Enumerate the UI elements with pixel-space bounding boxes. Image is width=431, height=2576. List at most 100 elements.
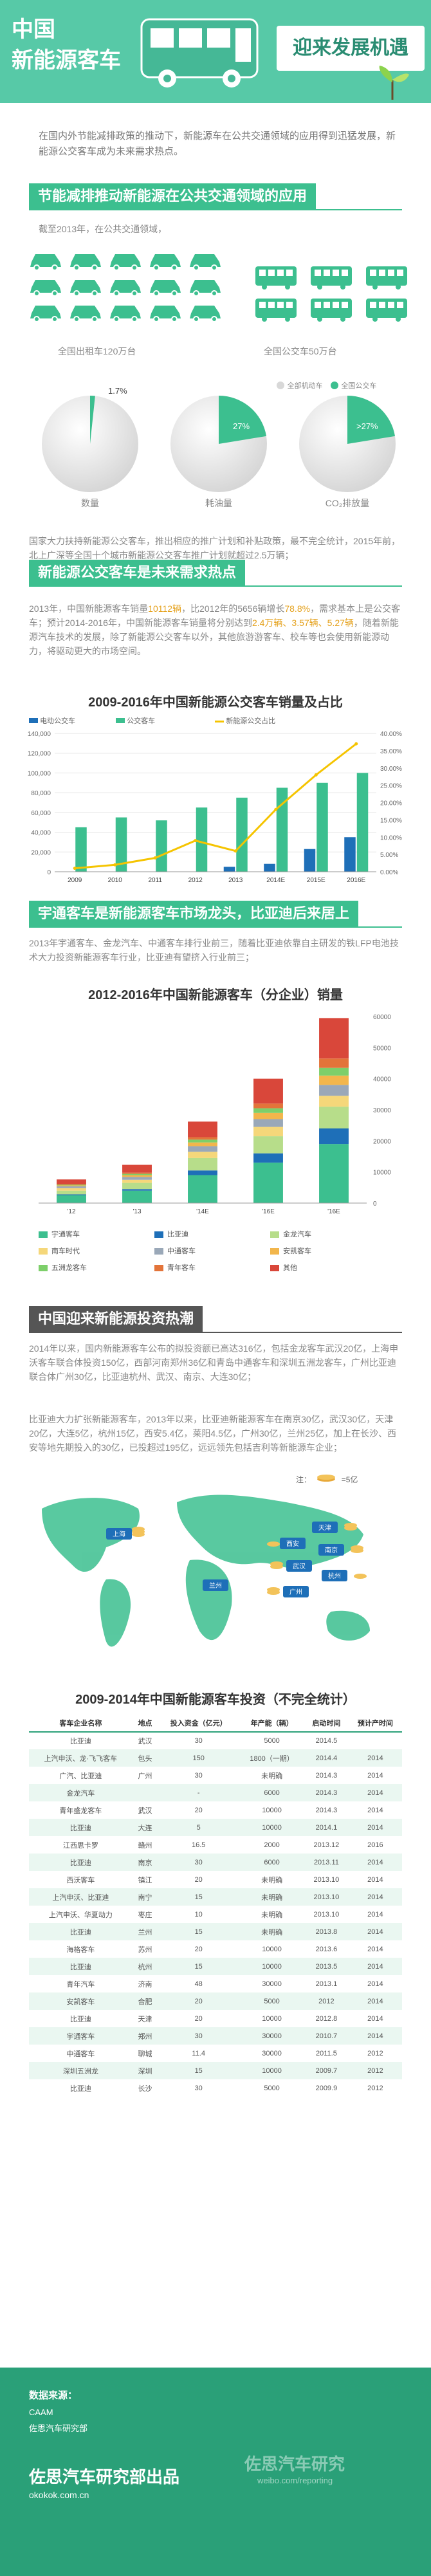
chart1-line-point — [354, 742, 358, 746]
table-cell: 西沃客车 — [66, 1876, 95, 1884]
table-cell: 2014 — [367, 2014, 383, 2023]
chart1-line-point — [274, 807, 278, 811]
table-cell: 济南 — [138, 1980, 152, 1989]
table-row: 上汽申沃、龙·飞飞客车 包头 150 1800（一期） 2014.4 2014 — [29, 1749, 402, 1767]
table-cell: 2011.5 — [316, 2049, 337, 2057]
table-cell: 10000 — [239, 2062, 305, 2079]
table-header-cell: 预计产时间 — [348, 1715, 402, 1733]
table-cell: 江西思卡罗 — [62, 1841, 98, 1850]
chart1-bar-bus — [236, 797, 248, 872]
table-cell: 上汽申沃、龙·飞飞客车 — [29, 1749, 133, 1767]
section4-para2: 比亚迪大力扩张新能源客车，2013年以来，比亚迪新能源客车在南京30亿，武汉30… — [29, 1414, 396, 1453]
table-cell: 未明确 — [239, 1888, 305, 1906]
chart1-legend-label-0: 电动公交车 — [40, 717, 76, 725]
chart2-bar-segment — [122, 1164, 152, 1173]
table-cell: 5000 — [264, 1737, 280, 1745]
chart1-y2tick-label: 0.00% — [380, 869, 398, 876]
chart2-ytick-label: 50000 — [373, 1045, 391, 1052]
chart2-bar-segment — [253, 1078, 283, 1104]
section1-subtitle: 截至2013年，在公共交通领域， — [39, 224, 167, 234]
footer-source-0: CAAM — [29, 2407, 53, 2417]
table-cell: 海格客车 — [66, 1946, 95, 1954]
table-cell: 上汽申沃、比亚迪 — [29, 1888, 133, 1906]
table-cell: 2000 — [264, 1841, 280, 1849]
table-cell: 16.5 — [191, 1841, 206, 1849]
pie-label-quantity: 数量 — [81, 498, 99, 508]
footer-watermark: 佐思汽车研究 — [244, 2454, 345, 2474]
legend-label-bus: 全国公交车 — [341, 382, 377, 390]
chart1-xtick-label: 2013 — [228, 877, 243, 884]
chart2-bar-segment — [188, 1152, 217, 1158]
bus-label: 全国公交车50万台 — [264, 346, 337, 356]
chart2-bar-segment — [319, 1144, 349, 1203]
map-city-lanzhou: 兰州 — [209, 1581, 222, 1590]
section2-title: 新能源公交客车是未来需求热点 — [29, 560, 246, 585]
section1-divider — [29, 209, 402, 210]
chart1-legend-label-2: 新能源公交占比 — [226, 717, 276, 725]
table-cell: 15 — [158, 1888, 240, 1906]
chart2-legend-item: 宇通客车 — [39, 1229, 154, 1239]
chart2-title: 2012-2016年中国新能源客车（分企业）销量 — [88, 988, 343, 1002]
chart1-y2tick-label: 30.00% — [380, 766, 402, 773]
table-header-cell: 年产能（辆） — [239, 1715, 305, 1733]
table-cell: 枣庄 — [138, 1911, 152, 1919]
chart2-legend-label: 南车时代 — [51, 1247, 80, 1255]
chart2-legend-swatch — [154, 1248, 163, 1255]
table-cell: 30000 — [262, 2049, 282, 2057]
chart2-bar-segment — [253, 1119, 283, 1127]
footer-weibo: weibo.com/reporting — [257, 2476, 333, 2485]
table-row: 比亚迪 兰州 15 未明确 2013.8 2014 — [29, 1923, 402, 1940]
table-cell: 中通客车 — [66, 2050, 95, 2058]
chart2-legend: 宇通客车 比亚迪 金龙汽车南车时代 中通客车 安凯客车五洲龙客车 青年客车 其他 — [39, 1229, 399, 1279]
pie-label-fuel: 耗油量 — [205, 498, 232, 508]
chart1-line-point — [194, 839, 197, 843]
table-cell: 比亚迪 — [29, 1819, 133, 1836]
s2-hl-c: 2.4万辆、3.57辆、5.27辆 — [252, 618, 354, 628]
table-cell: 2014.3 — [304, 1784, 349, 1801]
map-city-tianjin: 天津 — [318, 1524, 331, 1532]
chart1-bar-bus — [115, 817, 127, 872]
world-map: 天津 西安 南京 武汉 杭州 广州 上海 兰州 — [42, 1495, 370, 1647]
chart2-bar-segment — [319, 1107, 349, 1128]
chart2-bar-segment — [122, 1179, 152, 1183]
chart1-bar-electric — [223, 867, 235, 872]
chart1-bar-electric — [304, 849, 316, 872]
chart2-ytick-label: 0 — [373, 1201, 377, 1208]
chart2-legend-swatch — [154, 1231, 163, 1238]
chart1-line-point — [73, 867, 77, 870]
table-row: 西沃客车 镇江 20 未明确 2013.10 2014 — [29, 1871, 402, 1888]
table-row: 上汽申沃、华夏动力 枣庄 10 未明确 2013.10 2014 — [29, 1906, 402, 1923]
chart2-xtick-label: '16E — [262, 1208, 275, 1215]
table-cell: 2014 — [348, 1992, 402, 2010]
table-cell — [132, 1784, 158, 1801]
coin-stack-icon — [317, 1475, 336, 1482]
chart2-bar-segment — [57, 1179, 86, 1184]
table-cell: 南京 — [132, 1854, 158, 1871]
table-cell: 2014 — [367, 1875, 383, 1884]
table-cell: 苏州 — [138, 1946, 152, 1954]
chart1-xtick-label: 2011 — [148, 877, 162, 884]
chart1-line-share — [75, 742, 357, 870]
table-cell: 上汽申沃、华夏动力 — [48, 1911, 113, 1919]
table-cell: 10000 — [262, 1806, 282, 1814]
table-cell: 2014 — [348, 1819, 402, 1836]
footer: 数据来源： CAAM 佐思汽车研究部 佐思汽车研究部出品 okokok.com.… — [0, 2368, 431, 2576]
table-cell: 2012 — [348, 2062, 402, 2079]
table-row: 宇通客车 郑州 30 30000 2010.7 2014 — [29, 2027, 402, 2045]
table-cell: 15 — [158, 1958, 240, 1975]
s2-text-d: ，随着新能源汽车技术的发展，除了新能源公交客车以外，其他旅游游客车、校车等也会使… — [29, 618, 399, 656]
chart2-ytick-label: 10000 — [373, 1170, 391, 1177]
chart2-legend-label: 宇通客车 — [51, 1231, 80, 1238]
chart2-legend-swatch — [270, 1265, 279, 1272]
chart1-bar-bus — [75, 827, 87, 872]
chart2-bar-segment — [188, 1175, 217, 1203]
chart1-ytick-label: 40,000 — [31, 830, 51, 837]
chart2-legend-label: 中通客车 — [167, 1247, 196, 1255]
table-cell: 兰州 — [132, 1923, 158, 1940]
table-cell: 镇江 — [138, 1876, 152, 1884]
chart1-line-point — [113, 863, 117, 867]
table-cell: 青年盛龙客车 — [59, 1807, 102, 1815]
table-cell: 2014 — [348, 1749, 402, 1767]
chart2-bar-segment — [57, 1190, 86, 1195]
table-header-cell: 地点 — [132, 1715, 158, 1733]
